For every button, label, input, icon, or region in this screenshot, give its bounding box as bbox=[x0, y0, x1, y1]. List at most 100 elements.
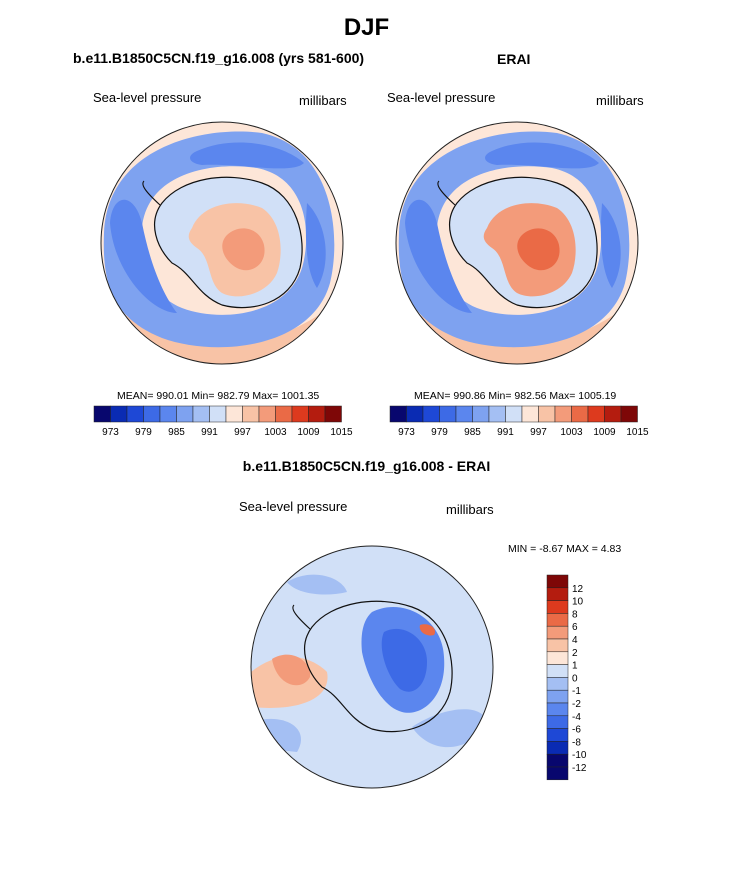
panel3-colorbar-swatch bbox=[546, 689, 569, 704]
panel1-colorbar-swatch bbox=[110, 405, 128, 423]
panel3-colorbar-tick-label: -1 bbox=[572, 686, 581, 697]
panel2-colorbar-tick-label: 979 bbox=[431, 427, 448, 438]
panel3-colorbar-swatch bbox=[546, 728, 569, 742]
panel2-map bbox=[396, 122, 638, 364]
panel2-colorbar-tick-label: 973 bbox=[398, 427, 415, 438]
panel3-map-border bbox=[250, 545, 494, 789]
panel2-antarctic-coastline bbox=[448, 176, 598, 309]
panel3-region-pacific-anomaly-2 bbox=[272, 654, 311, 686]
panel3-region-southern-ocean-negative-3 bbox=[287, 574, 347, 595]
panel1-map bbox=[101, 122, 343, 364]
panel3-colorbar-tick-label: 12 bbox=[572, 584, 584, 595]
panel1-colorbar-swatch bbox=[176, 405, 194, 423]
panel1-map-border bbox=[100, 121, 344, 365]
panel3-colorbar-swatch bbox=[546, 600, 569, 614]
panel1-colorbar-swatch bbox=[324, 405, 342, 423]
panel2-colorbar-swatch bbox=[620, 405, 638, 423]
panel2-colorbar-swatch bbox=[604, 405, 622, 423]
panel3-map bbox=[251, 546, 493, 788]
panel2-colorbar-swatch bbox=[455, 405, 473, 423]
panel1-colorbar-swatch bbox=[192, 405, 210, 423]
panel3-colorbar-swatch bbox=[546, 677, 569, 691]
panel3-colorbar-tick-label: 1 bbox=[572, 661, 578, 672]
panel3-colorbar-swatch bbox=[546, 753, 569, 768]
panel1-variable-label: Sea-level pressure bbox=[93, 90, 202, 105]
panel3-colorbar-tick-label: 8 bbox=[572, 609, 578, 620]
panel3-colorbar-tick-label: 6 bbox=[572, 622, 578, 633]
panel1-colorbar-swatch bbox=[225, 405, 243, 423]
panel1-colorbar-swatch bbox=[242, 405, 260, 423]
panel1-colorbar-swatch bbox=[126, 405, 144, 423]
panel3-colorbar-tick-label: -8 bbox=[572, 737, 581, 748]
panel1-colorbar-tick-label: 997 bbox=[234, 427, 251, 438]
panel1-region-lowB bbox=[110, 199, 177, 313]
panel2-colorbar-swatch bbox=[521, 405, 539, 423]
panel3-colorbar-swatch bbox=[546, 766, 569, 781]
panel1-units-label: millibars bbox=[299, 93, 347, 108]
panel2-colorbar-tick-label: 1003 bbox=[560, 427, 583, 438]
panel2-colorbar: 973 979 985 991 997 1003 1009 1015 bbox=[389, 405, 649, 438]
panel1-colorbar-tick-label: 973 bbox=[102, 427, 119, 438]
panel1-colorbar-tick-label: 1003 bbox=[264, 427, 287, 438]
panel2-colorbar-swatch bbox=[538, 405, 556, 423]
panel3-colorbar-tick-label: -12 bbox=[572, 763, 587, 774]
panel3-peninsula-coastline bbox=[292, 604, 311, 630]
panel3-units-label: millibars bbox=[446, 502, 494, 517]
panel3-region-local-positive-8 bbox=[419, 624, 436, 636]
panel1-colorbar-swatch bbox=[93, 405, 111, 423]
panel2-colorbar-swatch bbox=[571, 405, 589, 423]
panel1-colorbar-tick-label: 1009 bbox=[297, 427, 320, 438]
panel2-colorbar-swatch bbox=[389, 405, 407, 423]
panel1-colorbar-tick-label: 985 bbox=[168, 427, 185, 438]
panel1-region-lowC bbox=[305, 203, 326, 288]
panel2-region-lowA bbox=[485, 142, 599, 169]
panel2-colorbar-swatch bbox=[406, 405, 424, 423]
panel3-colorbar-swatch bbox=[546, 702, 569, 717]
panel1-colorbar: 973 979 985 991 997 1003 1009 1015 bbox=[93, 405, 353, 438]
panel2-colorbar-swatch bbox=[505, 405, 523, 423]
panel3-colorbar-tick-label: -6 bbox=[572, 725, 581, 736]
panel1-colorbar-tick-label: 1015 bbox=[330, 427, 353, 438]
panel1-peninsula-coastline bbox=[142, 180, 161, 206]
panel2-colorbar-swatch bbox=[587, 405, 605, 423]
panel3-antarctic-coastline bbox=[303, 600, 453, 733]
panel2-colorbar-tick-label: 991 bbox=[497, 427, 514, 438]
panel2-region-peak bbox=[517, 228, 560, 271]
panel2-map-border bbox=[395, 121, 639, 365]
panel1-antarctic-coastline bbox=[153, 176, 303, 309]
panel2-colorbar-swatch bbox=[472, 405, 490, 423]
panel2-colorbar-tick-label: 1009 bbox=[593, 427, 616, 438]
panel3-colorbar-swatch bbox=[546, 651, 569, 665]
panel1-title: b.e11.B1850C5CN.f19_g16.008 (yrs 581-600… bbox=[73, 50, 365, 66]
panel1-colorbar-swatch bbox=[143, 405, 161, 423]
panel3-colorbar-tick-label: -2 bbox=[572, 699, 581, 710]
panel3-colorbar-tick-label: 0 bbox=[572, 673, 578, 684]
panel3-region-southern-ocean-negative-4 bbox=[412, 709, 487, 748]
panel3-colorbar-swatch bbox=[546, 664, 569, 678]
panel3-colorbar-swatch bbox=[546, 625, 569, 640]
panel1-stats: MEAN= 990.01 Min= 982.79 Max= 1001.35 bbox=[117, 390, 320, 402]
panel3-colorbar-swatch bbox=[546, 587, 569, 601]
panel1-colorbar-tick-label: 991 bbox=[201, 427, 218, 438]
panel3-colorbar-swatch bbox=[546, 574, 569, 589]
panel1-region-peak bbox=[222, 228, 265, 271]
panel1-colorbar-tick-label: 979 bbox=[135, 427, 152, 438]
panel3-colorbar-swatch bbox=[546, 741, 569, 755]
panel1-colorbar-swatch bbox=[291, 405, 309, 423]
panel2-region-lowC bbox=[600, 203, 621, 288]
panel3-colorbar-tick-label: 10 bbox=[572, 597, 584, 608]
panel3-colorbar-tick-label: -10 bbox=[572, 750, 587, 761]
panel3-colorbar-tick-label: -4 bbox=[572, 712, 581, 723]
panel2-colorbar-tick-label: 1015 bbox=[626, 427, 649, 438]
panel3-variable-label: Sea-level pressure bbox=[239, 499, 348, 514]
panel3-colorbar-swatch bbox=[546, 638, 569, 653]
panel2-title: ERAI bbox=[497, 51, 531, 67]
panel3-colorbar-swatch bbox=[546, 613, 569, 627]
panel1-colorbar-swatch bbox=[159, 405, 177, 423]
panel1-region-lowA bbox=[190, 142, 304, 169]
panel3-colorbar-tick-label: 4 bbox=[572, 635, 578, 646]
panel2-colorbar-swatch bbox=[488, 405, 506, 423]
panel2-units-label: millibars bbox=[596, 93, 644, 108]
panel3-title: b.e11.B1850C5CN.f19_g16.008 - ERAI bbox=[242, 458, 491, 474]
